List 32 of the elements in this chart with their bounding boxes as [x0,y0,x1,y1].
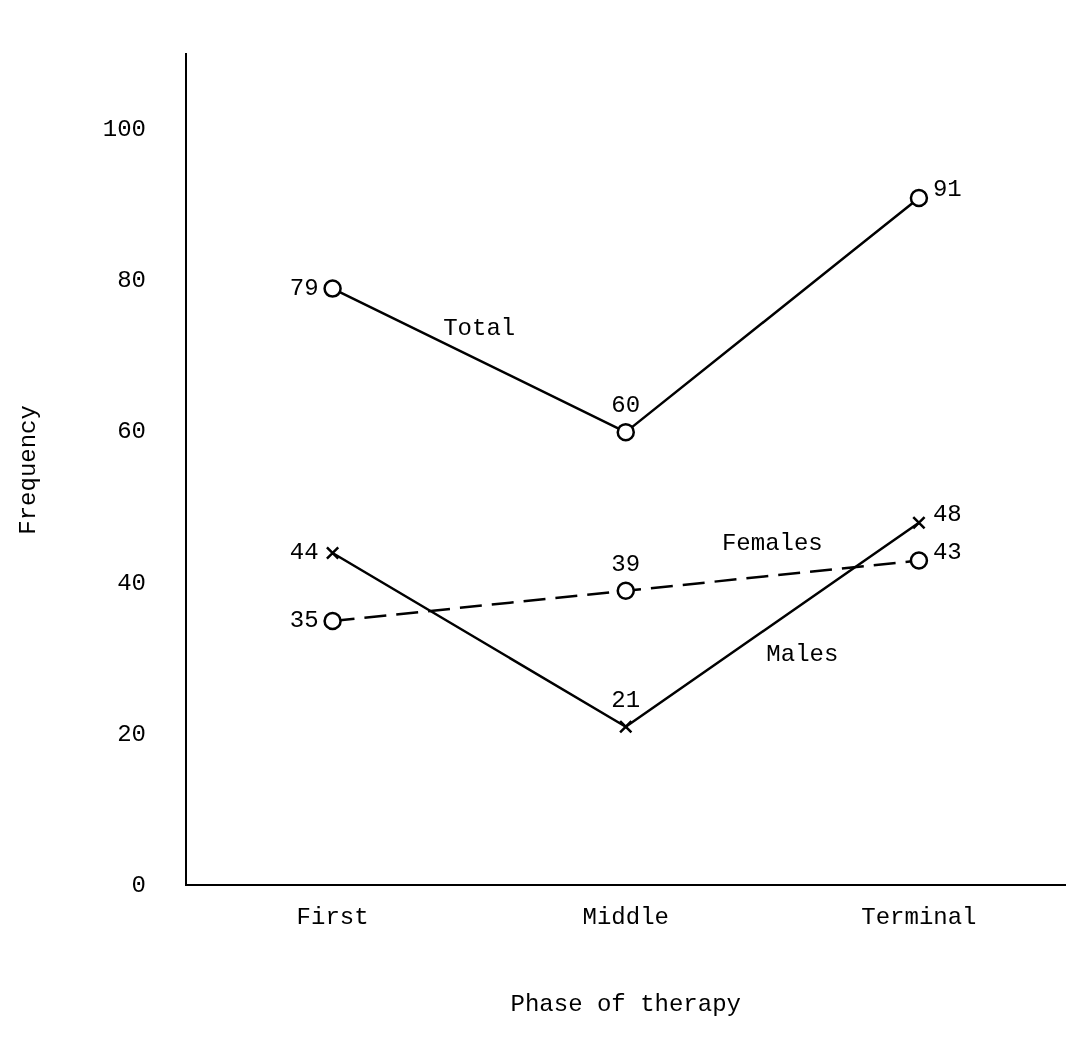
data-label: 91 [932,176,962,204]
y-tick-label: 100 [102,116,147,144]
series-label: Total [443,314,516,342]
point [912,515,926,530]
data-label: 48 [932,501,962,529]
point [909,551,929,570]
x-tick-label: Middle [582,904,669,932]
series-label: Males [766,641,839,669]
y-tick-label: 40 [117,569,147,597]
data-label: 60 [611,392,641,420]
point [323,279,342,298]
point [616,581,635,601]
point [325,546,340,560]
y-tick-label: 60 [117,418,147,446]
data-label: 35 [289,607,319,635]
x-axis-title: Phase of therapy [510,990,741,1018]
y-tick-label: 0 [131,871,147,899]
x-tick-label: Terminal [861,904,977,932]
x-tick-label: First [296,904,369,932]
data-label: 39 [611,551,641,579]
y-tick-label: 20 [117,720,147,748]
y-axis-title: Frequency [14,405,42,535]
point [323,611,342,631]
point [616,422,635,442]
data-label: 21 [611,687,641,715]
data-label: 44 [289,539,319,567]
point [909,188,929,208]
data-label: 43 [932,538,962,566]
series-label: Females [721,530,823,558]
data-label: 79 [289,274,319,302]
y-tick-label: 80 [117,267,147,295]
point [618,719,633,734]
